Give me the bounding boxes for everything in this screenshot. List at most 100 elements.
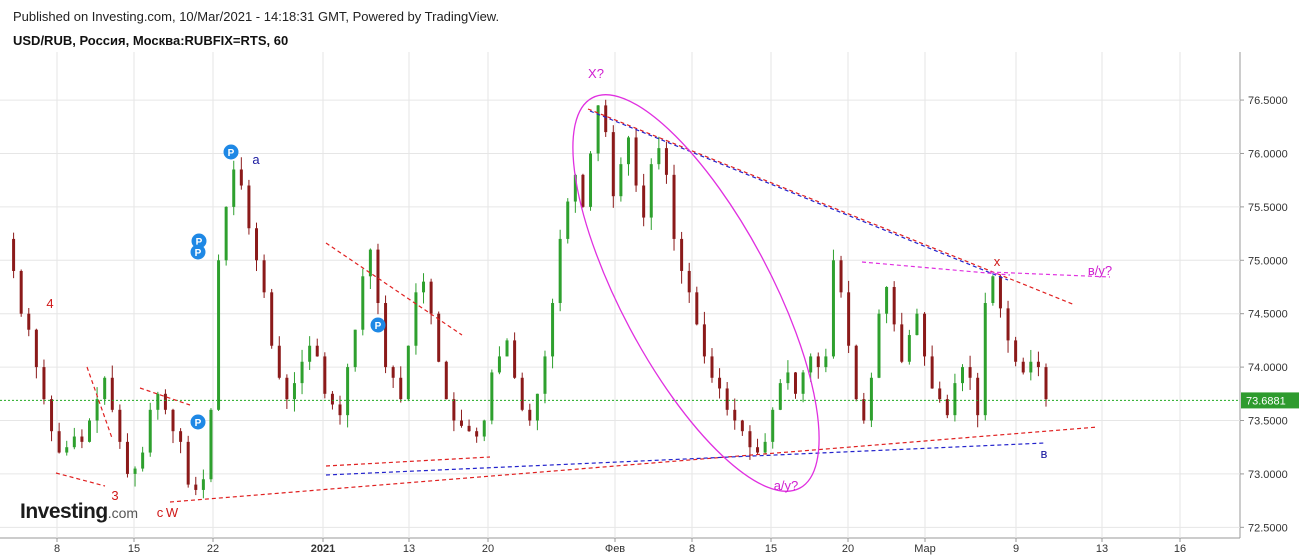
price-tick-label: 73.5000 — [1248, 416, 1288, 428]
candle-body — [862, 399, 866, 421]
candle-body — [490, 372, 494, 421]
candle-body — [976, 377, 980, 416]
p-marker-icon — [223, 144, 239, 160]
candle-body — [626, 137, 630, 165]
candle-body — [945, 399, 949, 416]
candle-body — [391, 367, 395, 378]
price-tick-label: 74.5000 — [1248, 309, 1288, 321]
logo-wordmark: Investing — [20, 500, 108, 523]
candle-body — [505, 340, 509, 357]
candle-body — [361, 276, 365, 330]
candle-body — [368, 249, 372, 277]
candle-body — [452, 399, 456, 421]
p-marker-icon — [191, 233, 207, 249]
candle-body — [687, 270, 691, 293]
candle-body — [885, 286, 889, 314]
candle-body — [596, 105, 600, 154]
candle-body — [156, 393, 160, 410]
logo-suffix: .com — [107, 505, 139, 521]
time-tick-label: 15 — [128, 543, 140, 555]
candle-body — [201, 479, 205, 490]
candle-body — [604, 105, 608, 133]
candle-body — [748, 431, 752, 448]
time-tick-label: 9 — [1013, 543, 1019, 555]
trend-line — [989, 271, 1111, 278]
candle-body — [399, 377, 403, 400]
trend-line — [86, 366, 113, 439]
wave-label-3: 3 — [111, 488, 118, 503]
candle-body — [133, 468, 137, 474]
candle-body — [611, 132, 615, 197]
candle-body — [695, 292, 699, 325]
price-tick-label: 72.5000 — [1248, 522, 1288, 534]
candle-body — [756, 447, 760, 453]
candle-body — [528, 409, 532, 421]
price-tick-label: 74.0000 — [1248, 362, 1288, 374]
candle-body — [118, 409, 122, 442]
candle-body — [520, 377, 524, 410]
candle-body — [1029, 361, 1033, 373]
trend-line — [139, 387, 191, 406]
candle-body — [831, 260, 835, 357]
time-tick-label: 16 — [1174, 543, 1186, 555]
candle-body — [429, 281, 433, 314]
wave-label-ay: a/y? — [774, 478, 799, 493]
candle-body — [308, 345, 312, 362]
wave-label-c: c — [157, 505, 164, 520]
p-marker-label: P — [228, 148, 235, 159]
candle-body — [900, 324, 904, 362]
candle-body — [854, 345, 858, 400]
time-tick-label: 2021 — [311, 543, 335, 555]
candle-body — [551, 303, 555, 357]
candle-body — [710, 356, 714, 378]
candle-body — [224, 206, 228, 261]
candle-body — [95, 399, 99, 421]
candle-body — [262, 260, 266, 293]
candle-body — [141, 452, 145, 469]
candle-body — [892, 286, 896, 325]
wave-label-a: a — [252, 152, 260, 167]
wave-label-x: x — [994, 254, 1001, 269]
candle-body — [103, 377, 107, 400]
candle-body — [983, 303, 987, 416]
chart-header: Published on Investing.com, 10/Mar/2021 … — [0, 0, 1299, 52]
wave-label-4: 4 — [46, 296, 53, 311]
candle-body — [771, 409, 775, 442]
candle-body — [232, 169, 236, 207]
price-tick-label: 75.5000 — [1248, 202, 1288, 214]
candle-body — [513, 340, 517, 378]
candle-body — [34, 329, 38, 368]
candle-body — [422, 281, 426, 293]
candle-body — [444, 361, 448, 400]
candle-body — [869, 377, 873, 421]
p-marker-label: P — [196, 237, 203, 248]
candle-body — [110, 377, 114, 410]
candle-body — [217, 260, 221, 410]
investing-logo: Investing.com — [20, 500, 150, 528]
candle-body — [475, 431, 479, 437]
wave-ellipse — [572, 94, 820, 492]
candle-body — [809, 356, 813, 373]
price-tick-label: 76.5000 — [1248, 95, 1288, 107]
candle-body — [619, 164, 623, 197]
candle-body — [733, 409, 737, 421]
p-marker-label: P — [375, 321, 382, 332]
candle-body — [19, 270, 23, 314]
candle-body — [778, 383, 782, 410]
candle-body — [763, 441, 767, 453]
p-marker-icon — [190, 414, 206, 430]
trend-line — [325, 442, 1046, 476]
candle-body — [634, 137, 638, 186]
time-tick-label: 15 — [765, 543, 777, 555]
candle-body — [12, 238, 16, 271]
last-price-label: 73.6881 — [1246, 395, 1286, 407]
candle-body — [657, 148, 661, 165]
candle-body — [482, 420, 486, 437]
wave-label-W: W — [166, 505, 179, 520]
candle-body — [938, 388, 942, 400]
candle-body — [88, 420, 92, 442]
trend-line — [325, 456, 491, 467]
candle-body — [376, 249, 380, 304]
candle-body — [80, 436, 84, 442]
